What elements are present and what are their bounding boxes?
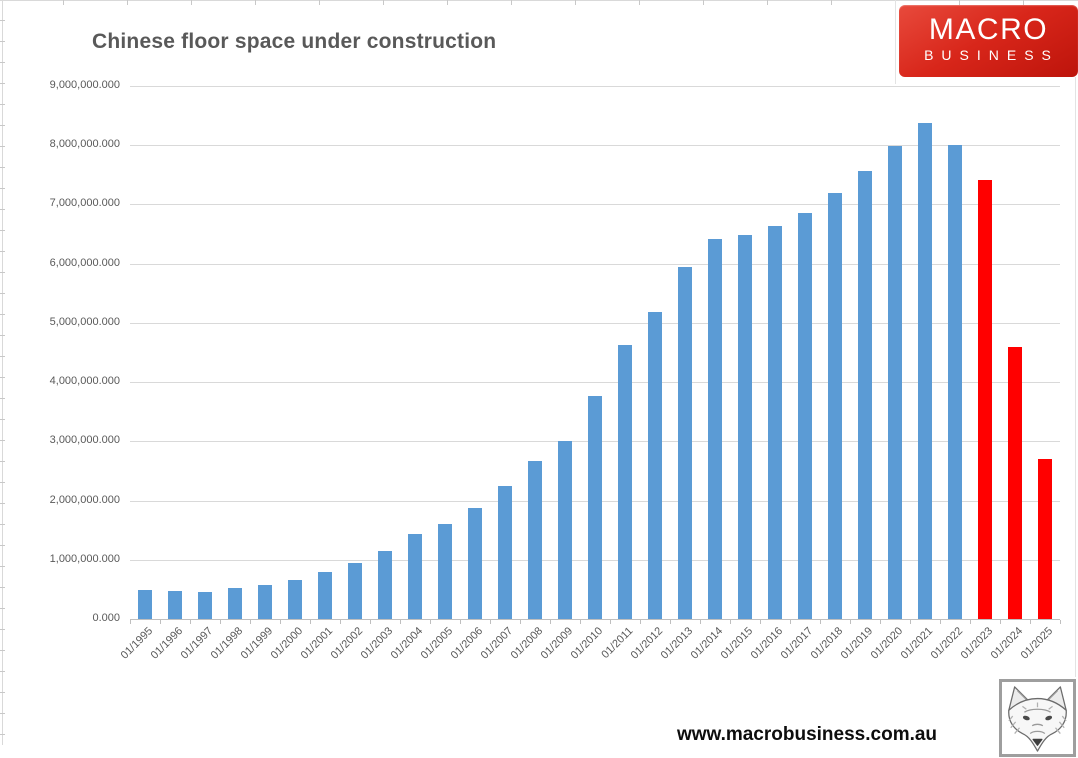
y-axis-label: 7,000,000.000 <box>49 197 120 210</box>
x-axis-label: 01/2014 <box>688 625 726 662</box>
x-axis-label: 01/2002 <box>328 625 366 662</box>
x-axis-label: 01/2017 <box>778 625 816 662</box>
sheet-row-ticks <box>0 0 5 745</box>
bar-01/2014 <box>708 238 722 619</box>
x-axis-label: 01/2001 <box>298 625 336 662</box>
x-axis-label: 01/2010 <box>568 625 606 662</box>
sheet-right-edge-line <box>1075 77 1076 677</box>
gridline <box>130 322 1060 324</box>
chart-title: Chinese floor space under construction <box>92 30 497 53</box>
x-axis-label: 01/1998 <box>208 625 246 662</box>
plot-area <box>130 86 1060 620</box>
fox-logo <box>999 679 1076 757</box>
y-axis-label: 1,000,000.000 <box>49 552 120 565</box>
y-axis-label: 9,000,000.000 <box>49 79 120 91</box>
x-axis-label: 01/2018 <box>808 625 846 662</box>
y-axis-label: 2,000,000.000 <box>49 493 120 506</box>
x-axis-label: 01/2006 <box>448 625 486 662</box>
bar-01/2013 <box>678 266 692 619</box>
y-axis-label: 3,000,000.000 <box>49 434 120 447</box>
bar-01/2000 <box>288 579 302 619</box>
bar-01/2018 <box>828 192 842 619</box>
x-axis-label: 01/2016 <box>748 625 786 662</box>
bar-01/1997 <box>198 592 212 619</box>
bar-01/2009 <box>558 441 572 619</box>
gridline <box>130 382 1060 384</box>
bar-01/1996 <box>168 591 182 619</box>
x-axis-label: 01/2005 <box>418 625 456 662</box>
x-axis-label: 01/2025 <box>1018 625 1056 662</box>
bar-01/2004 <box>408 533 422 619</box>
bar-01/2012 <box>648 312 662 619</box>
bar-01/2016 <box>768 225 782 619</box>
site-url: www.macrobusiness.com.au <box>676 724 938 745</box>
x-axis-label: 01/1996 <box>148 625 186 662</box>
bar-01/2002 <box>348 563 362 619</box>
y-axis-label: 0.000 <box>92 612 120 624</box>
bar-01/2011 <box>618 344 632 619</box>
x-axis-label: 01/2022 <box>928 625 966 662</box>
gridline <box>130 204 1060 206</box>
bar-01/2023 <box>978 179 992 619</box>
gridline <box>130 86 1060 87</box>
x-axis-label: 01/1999 <box>238 625 276 662</box>
bar-01/2024 <box>1008 346 1022 619</box>
bar-01/2020 <box>888 146 902 619</box>
x-axis-label: 01/1995 <box>118 625 156 662</box>
logo-text-business: BUSINESS <box>924 47 1059 63</box>
bar-01/2015 <box>738 234 752 619</box>
bar-01/2005 <box>438 524 452 619</box>
x-axis-label: 01/2011 <box>599 625 636 662</box>
bar-01/2021 <box>918 122 932 619</box>
x-axis-label: 01/1997 <box>178 625 216 662</box>
sheet-column-edge-line <box>895 0 896 84</box>
x-axis-label: 01/2019 <box>838 625 876 662</box>
bar-01/1995 <box>138 589 152 619</box>
bar-01/2022 <box>948 145 962 619</box>
y-axis-label: 8,000,000.000 <box>49 138 120 151</box>
sheet-column-ticks <box>0 0 1078 5</box>
bar-01/2008 <box>528 460 542 619</box>
x-axis: 01/1995 01/1996 01/1997 01/1998 01/1999 01/20… <box>119 625 1060 700</box>
bar-01/1999 <box>258 585 272 619</box>
bar-01/2017 <box>798 213 812 619</box>
y-axis: 0.000 1,000,000.000 2,000,000.000 3,000,000… <box>0 79 120 624</box>
bar-01/2025 <box>1038 459 1052 619</box>
y-axis-label: 5,000,000.000 <box>49 315 120 328</box>
bar-01/2001 <box>318 571 332 619</box>
fox-sketch-icon <box>1008 686 1067 752</box>
bar-01/2010 <box>588 396 602 619</box>
x-axis-label: 01/2024 <box>988 625 1026 662</box>
x-axis-label: 01/2004 <box>388 625 426 662</box>
macrobusiness-logo: MACRO BUSINESS <box>899 5 1078 77</box>
gridline <box>130 263 1060 265</box>
x-axis-label: 01/2008 <box>508 625 546 662</box>
x-axis-label: 01/2012 <box>628 625 666 662</box>
bar-01/2003 <box>378 550 392 619</box>
x-axis-label: 01/2021 <box>898 625 936 662</box>
x-axis-label: 01/2003 <box>358 625 396 662</box>
bar-01/1998 <box>228 588 242 619</box>
bar-01/2007 <box>498 486 512 619</box>
bar-01/2006 <box>468 508 482 619</box>
x-axis-label: 01/2023 <box>958 625 996 662</box>
x-axis-label: 01/2015 <box>718 625 756 662</box>
y-axis-label: 6,000,000.000 <box>49 256 120 269</box>
y-axis-label: 4,000,000.000 <box>49 375 120 388</box>
x-axis-label: 01/2020 <box>868 625 906 662</box>
gridline <box>130 145 1060 147</box>
x-axis-tick-marks <box>130 620 1061 624</box>
bar-01/2019 <box>858 170 872 619</box>
x-axis-label: 01/2009 <box>538 625 576 662</box>
logo-text-macro: MACRO <box>928 13 1049 46</box>
x-axis-label: 01/2000 <box>268 625 306 662</box>
x-axis-label: 01/2013 <box>658 625 696 662</box>
x-axis-label: 01/2007 <box>478 625 516 662</box>
